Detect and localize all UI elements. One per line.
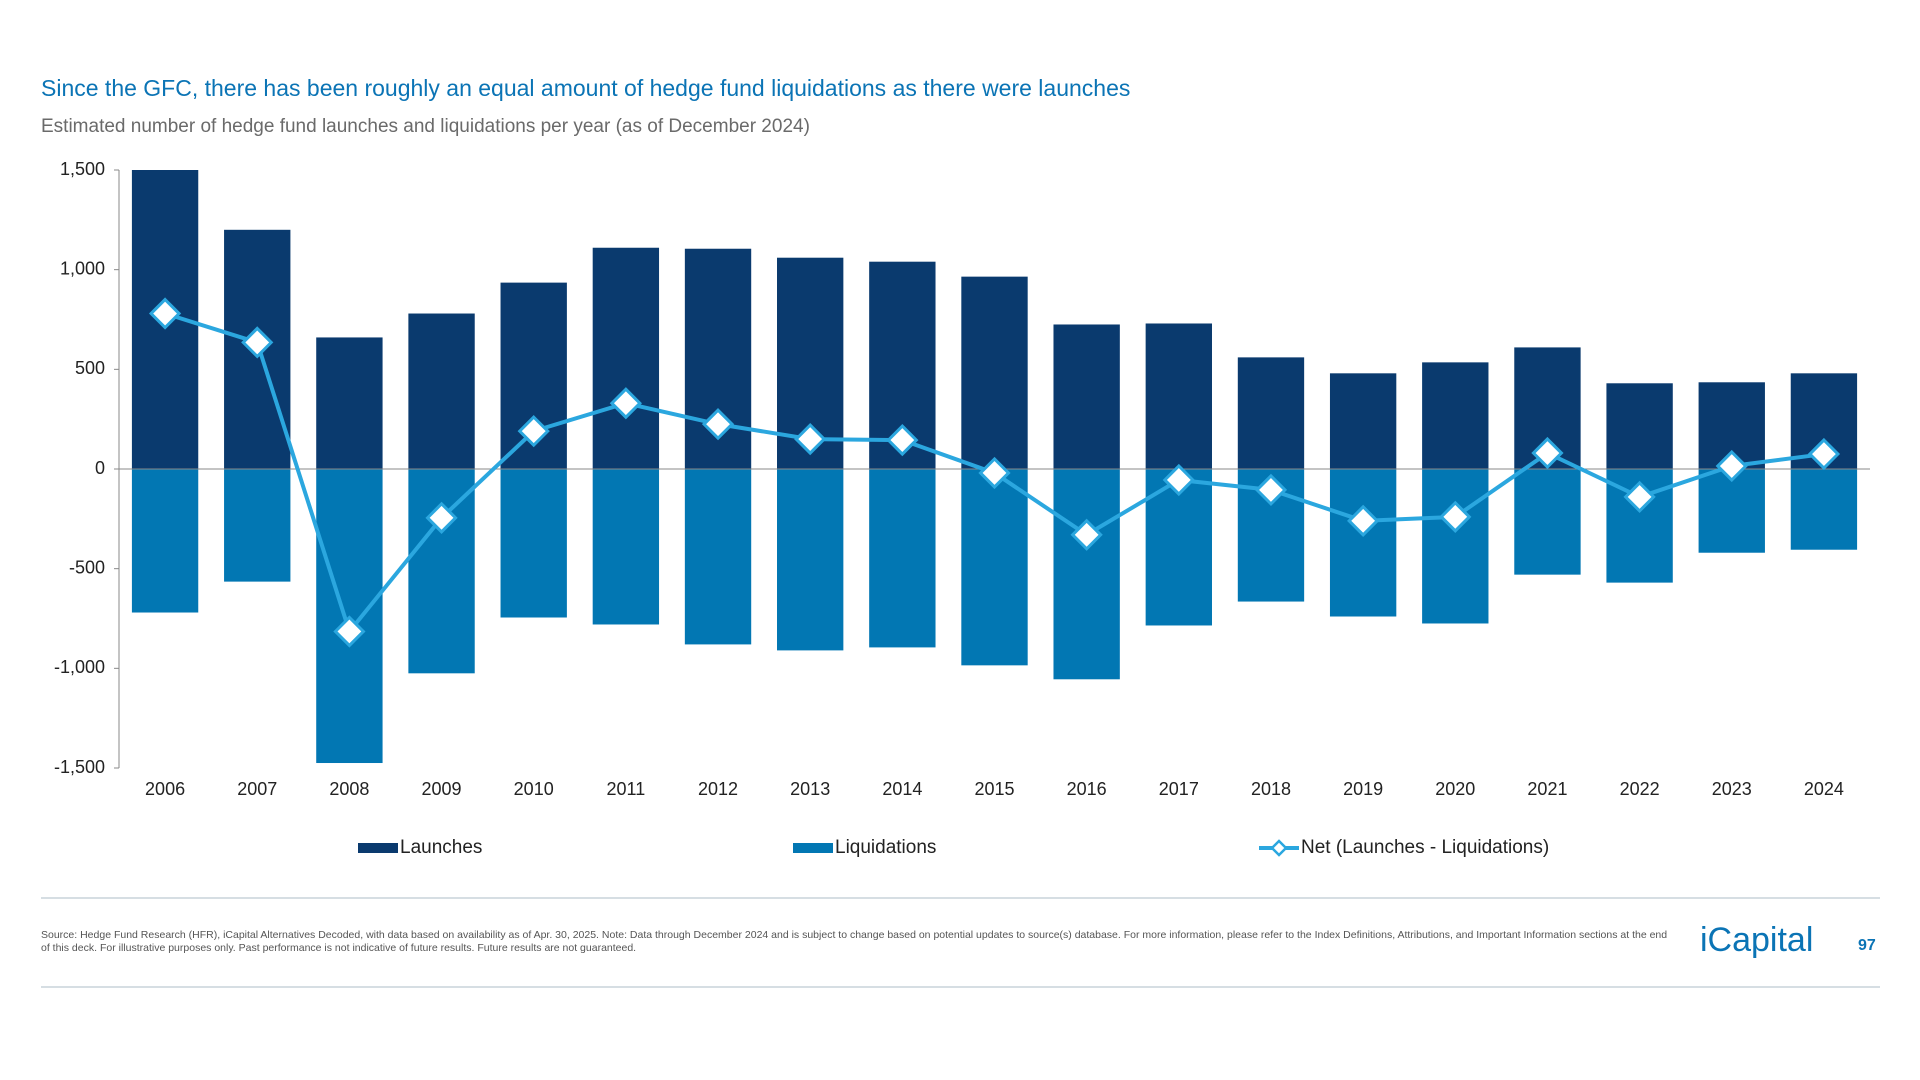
bar	[869, 469, 936, 648]
x-tick-label: 2010	[514, 779, 554, 799]
x-tick-label: 2011	[607, 779, 646, 799]
y-tick-label: -1,500	[54, 757, 105, 777]
legend-swatch	[358, 843, 398, 853]
bar	[1329, 469, 1397, 617]
bar	[224, 469, 291, 582]
marker	[886, 423, 919, 457]
footnote: Source: Hedge Fund Research (HFR), iCapi…	[41, 929, 1668, 954]
bar	[408, 313, 475, 469]
marker	[1531, 436, 1564, 470]
x-tick-label: 2019	[1343, 779, 1383, 799]
y-tick-label: -500	[69, 557, 105, 577]
x-tick-label: 2018	[1251, 779, 1291, 799]
marker	[517, 415, 550, 448]
bar	[500, 469, 567, 618]
marker	[1439, 500, 1472, 533]
bar	[592, 469, 660, 625]
x-tick-label: 2023	[1712, 779, 1752, 799]
x-tick-label: 2016	[1067, 779, 1107, 799]
x-tick-label: 2013	[790, 779, 830, 799]
legend-swatch	[793, 843, 833, 853]
marker	[1623, 480, 1656, 514]
marker	[978, 456, 1011, 490]
bar	[592, 247, 660, 469]
bar	[1422, 362, 1489, 469]
marker	[701, 408, 735, 441]
legend-label: Launches	[400, 837, 482, 858]
x-tick-label: 2009	[422, 779, 462, 799]
marker	[333, 615, 366, 648]
bar	[1698, 469, 1765, 553]
x-tick-label: 2020	[1435, 779, 1475, 799]
marker	[148, 297, 182, 330]
bar	[408, 469, 475, 674]
chart-subtitle: Estimated number of hedge fund launches …	[41, 116, 810, 137]
marker	[1070, 518, 1103, 551]
marker	[1162, 463, 1195, 497]
bar	[1053, 469, 1120, 680]
x-tick-label: 2007	[237, 779, 277, 799]
bar	[1237, 357, 1305, 469]
legend-label: Liquidations	[835, 837, 936, 858]
bar	[1053, 324, 1120, 469]
page-number: 97	[1858, 937, 1876, 954]
bar	[777, 469, 844, 651]
y-tick-label: 1,000	[60, 258, 105, 278]
y-tick-label: 500	[75, 358, 105, 378]
chart-title: Since the GFC, there has been roughly an…	[41, 75, 1130, 101]
x-tick-label: 2008	[329, 779, 369, 799]
bar	[1422, 469, 1489, 624]
bar	[1606, 383, 1673, 469]
marker	[1807, 437, 1841, 471]
marker	[425, 501, 458, 534]
x-tick-label: 2006	[145, 779, 185, 799]
bar	[1790, 469, 1858, 550]
y-tick-label: -1,000	[54, 657, 105, 677]
marker	[609, 387, 642, 420]
x-tick-label: 2012	[698, 779, 738, 799]
bar	[1329, 373, 1397, 469]
bar	[1514, 469, 1581, 575]
bar	[961, 469, 1028, 666]
x-tick-label: 2021	[1527, 779, 1567, 799]
marker	[241, 326, 274, 359]
x-tick-label: 2024	[1804, 779, 1844, 799]
bar	[684, 469, 752, 645]
marker	[1347, 504, 1380, 537]
x-tick-label: 2022	[1620, 779, 1660, 799]
bar	[131, 469, 199, 613]
marker	[1715, 449, 1748, 483]
y-tick-label: 0	[95, 458, 105, 478]
marker	[1254, 473, 1288, 507]
marker	[794, 422, 827, 456]
x-tick-label: 2015	[974, 779, 1014, 799]
logo: iCapital	[1700, 921, 1813, 959]
y-tick-label: 1,500	[60, 159, 105, 179]
x-tick-label: 2014	[882, 779, 922, 799]
x-tick-label: 2017	[1159, 779, 1199, 799]
bar	[1145, 323, 1212, 469]
bar	[961, 276, 1028, 469]
legend-swatch	[1270, 839, 1288, 857]
bar	[316, 337, 383, 469]
legend-label: Net (Launches - Liquidations)	[1301, 837, 1549, 858]
